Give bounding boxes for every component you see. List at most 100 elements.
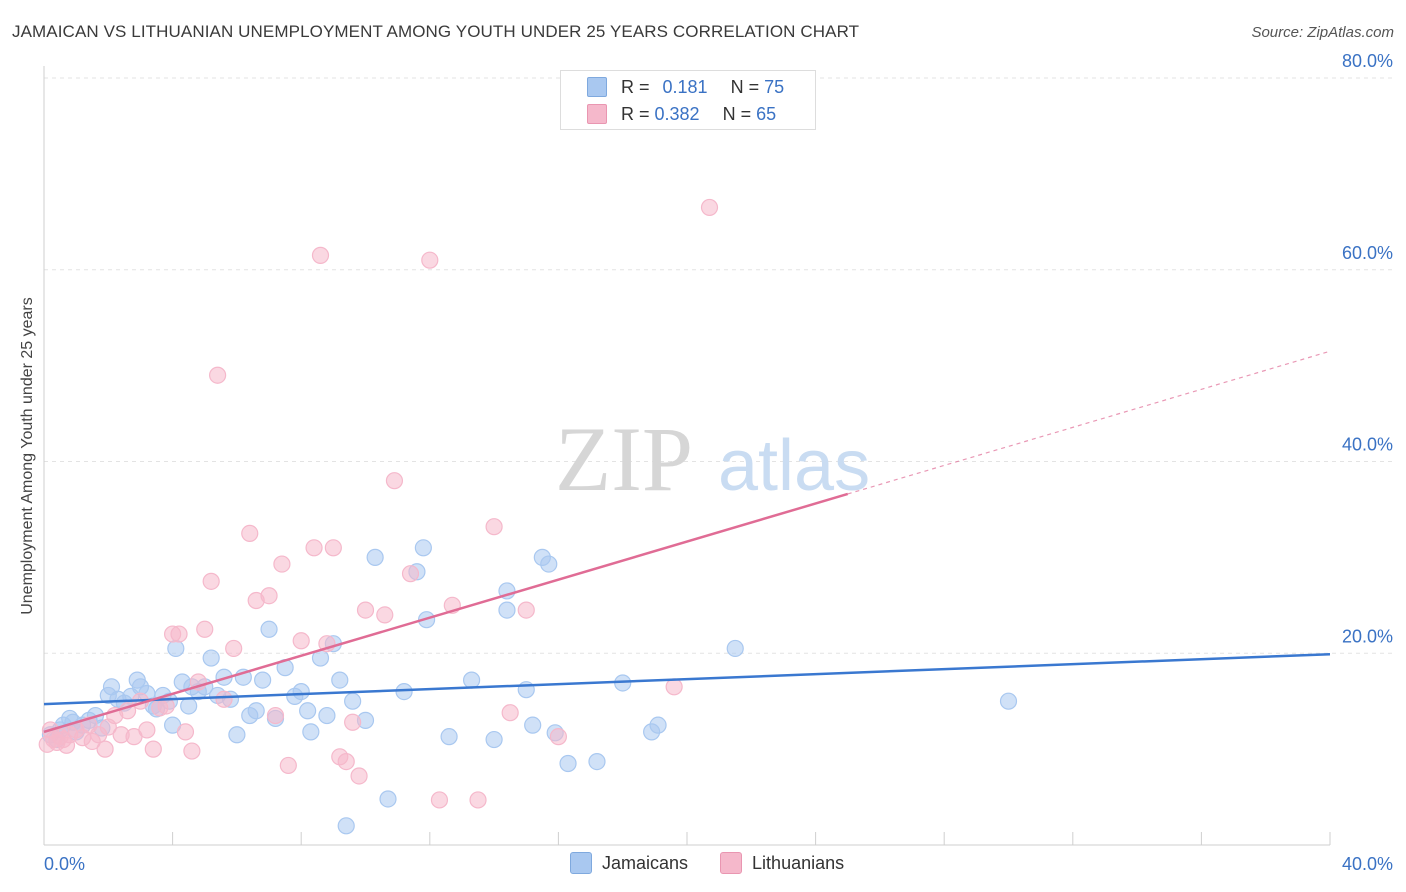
data-point [183,742,201,760]
data-point [559,754,577,773]
data-point [292,632,310,650]
data-point [421,251,439,269]
data-point [254,671,272,689]
legend-swatch-lithuanians [587,104,607,124]
data-point [266,706,285,725]
y-tick-label: 60.0% [1342,243,1393,263]
legend-n-value: 65 [756,103,777,124]
data-point [401,565,420,583]
legend-label-jamaicans: Jamaicans [602,852,689,873]
data-point [430,791,449,809]
watermark-zip: ZIP [555,408,693,510]
data-point [440,728,458,746]
series-legend: Jamaicans Lithuanians [570,852,876,874]
data-point [324,539,342,557]
data-point [273,555,291,573]
legend-swatch-jamaicans [587,77,607,97]
chart-title: JAMAICAN VS LITHUANIAN UNEMPLOYMENT AMON… [12,22,860,41]
data-point [228,726,246,744]
data-point [331,671,349,689]
gridlines [44,77,1392,654]
data-point [414,539,432,557]
legend-swatch-lithuanians [720,852,743,874]
data-point [138,721,156,739]
data-point [498,601,516,619]
data-point [305,539,323,557]
data-point [225,639,243,658]
data-point [292,682,310,701]
y-tick-label: 20.0% [1342,626,1393,646]
data-point [485,518,503,536]
data-point [379,790,397,808]
data-point [337,817,355,835]
data-point [144,740,162,758]
watermark-atlas: atlas [718,426,870,506]
chart-source: Source: ZipAtlas.com [1251,24,1394,41]
legend-r-label: R = [621,76,655,97]
legend-row-jamaicans: R = 0.181 N = 75 [587,75,784,99]
data-point [260,587,278,605]
data-point [302,723,320,741]
data-point [999,692,1018,710]
data-point [167,639,185,658]
data-point [157,697,175,715]
data-point [202,572,220,590]
data-point [366,548,384,566]
data-point [180,697,198,715]
data-point [356,601,375,619]
data-point [344,713,362,731]
data-point [549,728,568,746]
x-tick-label: 40.0% [1342,854,1393,874]
data-point [247,702,265,720]
points-layer [38,198,1018,835]
legend-r-value: 0.382 [654,103,700,124]
legend-r-value: 0.181 [662,76,708,97]
data-point [260,620,278,638]
legend-n-value: 75 [764,76,785,97]
y-tick-label: 40.0% [1342,435,1393,455]
data-point [318,706,336,725]
data-point [196,620,214,638]
data-point [700,198,719,217]
legend-item-jamaicans[interactable]: Jamaicans [570,852,688,874]
axes [43,66,1331,846]
data-point [469,791,487,809]
legend-item-lithuanians[interactable]: Lithuanians [720,852,844,874]
data-point [279,756,297,775]
legend-row-lithuanians: R = 0.382 N = 65 [587,102,776,126]
data-point [350,767,368,785]
data-point [649,716,667,734]
data-point [462,671,481,689]
legend-swatch-jamaicans [570,852,592,874]
trend-layer [43,350,1331,734]
data-point [376,606,394,624]
legend-n-label: N = [730,76,765,97]
data-point [170,625,188,643]
trend-line [43,492,849,734]
series-lithuanians [38,198,719,809]
trend-line-extension [847,350,1331,495]
correlation-legend: R = 0.181 N = 75 R = 0.382 N = 65 [560,70,816,130]
data-point [202,649,220,667]
data-point [209,366,227,384]
x-tick-label: 0.0% [44,854,85,874]
data-point [311,246,330,264]
data-point [299,702,317,720]
data-point [501,704,519,722]
y-tick-label: 80.0% [1342,51,1393,71]
data-point [337,752,355,771]
legend-label-lithuanians: Lithuanians [752,852,845,873]
data-point [395,682,413,701]
data-point [385,472,404,490]
data-point [241,524,259,543]
series-jamaicans [41,539,1018,835]
tick-labels: 20.0% 40.0% 60.0% 80.0% 0.0% 40.0% [44,51,1393,874]
watermark: ZIP atlas [555,408,870,510]
data-point [96,740,114,758]
data-point [176,723,195,741]
trend-line [43,652,1331,706]
data-point [215,690,233,708]
data-point [588,752,606,771]
data-point [517,601,535,619]
